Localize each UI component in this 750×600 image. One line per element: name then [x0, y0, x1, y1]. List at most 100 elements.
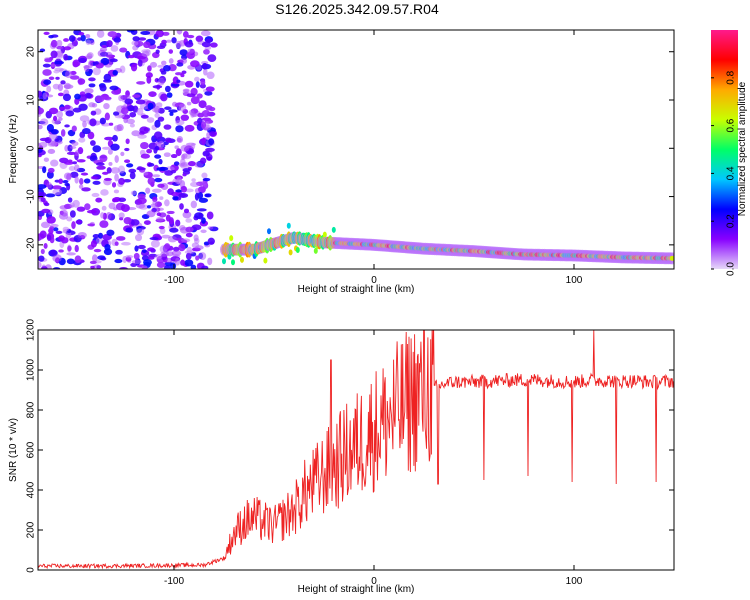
y-tick-label: 1200	[26, 318, 37, 341]
colorbar-tick-label: 0.8	[726, 70, 737, 84]
heatmap-cell	[179, 57, 188, 64]
heatmap-cell	[181, 153, 192, 160]
heatmap-cell	[191, 142, 196, 150]
heatmap-cell	[55, 50, 63, 58]
heatmap-cell	[132, 94, 141, 98]
heatmap-cell	[99, 220, 109, 228]
heatmap-cell	[179, 203, 184, 210]
heatmap-cell	[157, 140, 165, 149]
heatmap-cell	[140, 30, 151, 35]
heatmap-cell	[204, 91, 213, 96]
heatmap-cell	[141, 265, 148, 269]
heatmap-cell	[101, 171, 109, 175]
heatmap-cell	[56, 39, 63, 48]
heatmap-cell	[182, 211, 192, 219]
heatmap-cell	[77, 232, 87, 239]
heatmap-cell	[95, 197, 103, 203]
heatmap-cell	[46, 182, 52, 189]
heatmap-cell	[158, 158, 163, 165]
heatmap-cell	[109, 85, 119, 91]
heatmap-cell	[53, 115, 58, 122]
heatmap-cell	[74, 164, 80, 172]
heatmap-cell	[131, 259, 142, 265]
heatmap-cell	[96, 165, 106, 170]
heatmap-cell	[152, 188, 162, 193]
heatmap-cell	[152, 107, 160, 113]
heatmap-cell	[147, 177, 156, 186]
heatmap-cell	[147, 247, 155, 252]
heatmap-cell	[52, 83, 60, 90]
heatmap-cell	[114, 173, 119, 182]
heatmap-cell	[38, 148, 43, 154]
heatmap-cell	[53, 227, 59, 232]
heatmap-cell	[76, 159, 86, 163]
heatmap-cell	[140, 153, 150, 159]
heatmap-cells	[38, 30, 674, 269]
heatmap-cell	[119, 47, 128, 53]
heatmap-cell	[58, 178, 64, 185]
heatmap-cell	[157, 116, 165, 122]
heatmap-cell	[92, 264, 102, 269]
heatmap-cell	[156, 261, 166, 268]
heatmap-cell	[59, 106, 66, 111]
heatmap-cell	[52, 188, 62, 196]
heatmap-cell	[145, 187, 151, 194]
heatmap-cell	[48, 133, 58, 140]
heatmap-cell	[155, 30, 164, 38]
heatmap-cell	[58, 235, 65, 242]
heatmap-cell	[200, 229, 207, 234]
colorbar-label: Normalized spectral amplitude	[737, 81, 748, 216]
heatmap-cell	[143, 220, 151, 225]
heatmap-cell	[64, 124, 70, 128]
heatmap-cell	[169, 111, 174, 116]
heatmap-cell	[129, 123, 135, 128]
heatmap-cell	[135, 203, 146, 209]
heatmap-cell	[174, 178, 182, 185]
heatmap-cell	[176, 62, 184, 67]
heatmap-cell	[121, 241, 131, 246]
heatmap-cell	[202, 150, 210, 157]
heatmap-cell	[186, 246, 193, 254]
heatmap-cell	[147, 256, 155, 260]
heatmap-cell	[170, 154, 178, 159]
heatmap-cell	[63, 53, 69, 61]
heatmap-cell	[158, 225, 165, 230]
heatmap-cell	[154, 177, 163, 183]
heatmap-cell	[146, 117, 155, 123]
heatmap-cell	[180, 185, 188, 193]
heatmap-cell	[123, 179, 132, 183]
heatmap-cell	[93, 248, 102, 253]
heatmap-cell	[166, 92, 173, 98]
heatmap-cell	[286, 222, 291, 229]
heatmap-frame	[37, 29, 675, 270]
heatmap-cell	[117, 165, 126, 174]
y-tick-label: 1000	[26, 358, 37, 381]
heatmap-cell	[200, 121, 207, 129]
heatmap-cell	[113, 124, 122, 132]
y-tick-label: 600	[26, 441, 37, 458]
heatmap-cell	[169, 262, 177, 269]
heatmap-cell	[67, 197, 73, 203]
heatmap-cell	[118, 94, 124, 102]
heatmap-cell	[322, 231, 327, 238]
heatmap-cell	[240, 256, 244, 263]
heatmap-cell	[184, 124, 195, 132]
heatmap-cell	[66, 151, 76, 155]
heatmap-cell	[174, 145, 179, 150]
heatmap-cell	[176, 136, 184, 144]
heatmap-cell	[72, 107, 82, 113]
heatmap-cell	[130, 219, 140, 226]
heatmap-cell	[90, 140, 96, 146]
heatmap-cell	[114, 258, 123, 264]
heatmap-cell	[88, 68, 93, 74]
heatmap-cell	[229, 235, 234, 242]
heatmap-cell	[208, 138, 215, 146]
heatmap-cell	[112, 198, 120, 203]
heatmap-cell	[178, 103, 187, 112]
heatmap-cell	[62, 226, 70, 232]
heatmap-cell	[180, 73, 185, 78]
heatmap-cell	[180, 259, 186, 266]
heatmap-cell	[64, 183, 70, 187]
heatmap-cell	[43, 243, 48, 249]
heatmap-cell	[200, 79, 206, 86]
